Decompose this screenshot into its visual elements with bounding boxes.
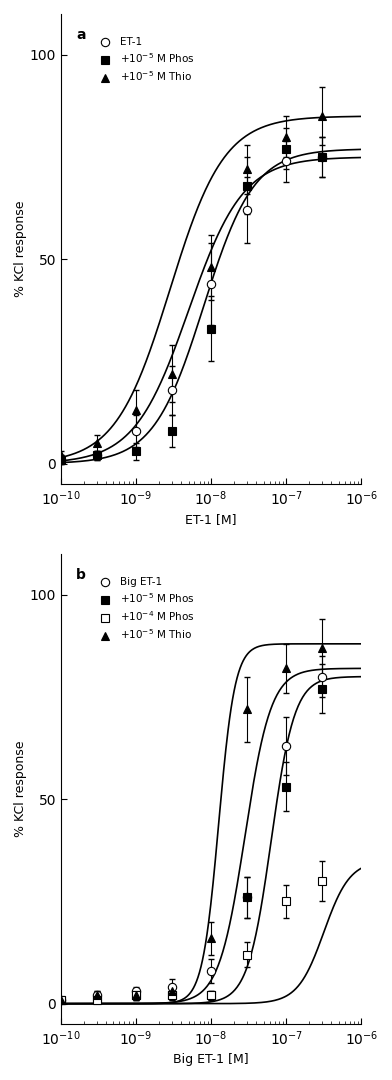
Text: b: b (76, 568, 86, 582)
Legend: ET-1, +10$^{-5}$ M Phos, +10$^{-5}$ M Thio: ET-1, +10$^{-5}$ M Phos, +10$^{-5}$ M Th… (90, 33, 199, 87)
Y-axis label: % KCl response: % KCl response (14, 201, 27, 297)
Text: a: a (76, 28, 85, 42)
Legend: Big ET-1, +10$^{-5}$ M Phos, +10$^{-4}$ M Phos, +10$^{-5}$ M Thio: Big ET-1, +10$^{-5}$ M Phos, +10$^{-4}$ … (90, 573, 199, 646)
Y-axis label: % KCl response: % KCl response (14, 741, 27, 837)
X-axis label: Big ET-1 [M]: Big ET-1 [M] (173, 1053, 249, 1066)
X-axis label: ET-1 [M]: ET-1 [M] (185, 513, 237, 526)
